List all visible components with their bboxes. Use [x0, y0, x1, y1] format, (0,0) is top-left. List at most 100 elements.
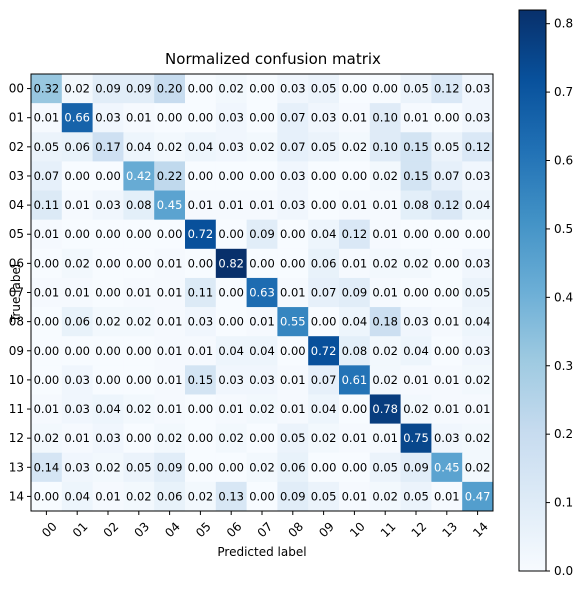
x-axis-ticks: 00 01 02 03 04 05 06 07 08 09 10 11 12 13 14 [39, 511, 491, 540]
cell-value-label: 0.09 [249, 227, 275, 241]
colorbar-tick-label: 0.3 [554, 359, 573, 373]
y-tick-label: 01 [9, 111, 24, 125]
cell-value-label: 0.01 [157, 286, 183, 300]
y-tick-label: 02 [9, 140, 24, 154]
cell-value-label: 0.00 [126, 227, 152, 241]
cell-value-label: 0.55 [280, 315, 306, 329]
cell-value-label: 0.07 [280, 140, 306, 154]
cell-value-label: 0.00 [342, 460, 368, 474]
cell-value-label: 0.00 [434, 111, 460, 125]
cell-value-label: 0.01 [157, 256, 183, 270]
cell-value-label: 0.09 [342, 286, 368, 300]
x-tick-label: 08 [285, 519, 306, 540]
cell-value-label: 0.00 [95, 286, 121, 300]
cell-value-label: 0.03 [465, 344, 491, 358]
cell-value-label: 0.01 [403, 373, 429, 387]
cell-value-label: 0.02 [34, 431, 60, 445]
cell-value-label: 0.06 [64, 140, 90, 154]
cell-value-label: 0.02 [342, 140, 368, 154]
cell-value-label: 0.01 [218, 402, 244, 416]
cell-value-label: 0.02 [157, 431, 183, 445]
cell-value-label: 0.00 [218, 460, 244, 474]
x-tick-label: 13 [439, 519, 460, 540]
cell-value-label: 0.00 [311, 315, 337, 329]
cell-value-label: 0.01 [157, 402, 183, 416]
cell-value-label: 0.47 [465, 489, 491, 503]
cell-value-label: 0.01 [342, 198, 368, 212]
cell-value-label: 0.01 [342, 489, 368, 503]
cell-value-label: 0.02 [64, 256, 90, 270]
cell-value-label: 0.06 [311, 256, 337, 270]
cell-value-label: 0.02 [372, 373, 398, 387]
cell-value-label: 0.02 [188, 489, 214, 503]
cell-value-label: 0.01 [157, 315, 183, 329]
cell-value-label: 0.03 [280, 169, 306, 183]
cell-value-label: 0.04 [465, 315, 491, 329]
cell-value-label: 0.02 [218, 82, 244, 96]
cell-value-label: 0.12 [434, 82, 460, 96]
y-tick-label: 13 [9, 460, 24, 474]
cell-value-label: 0.02 [403, 402, 429, 416]
cell-value-label: 0.00 [280, 227, 306, 241]
x-tick-label: 00 [39, 519, 60, 540]
cell-value-label: 0.05 [311, 82, 337, 96]
x-tick-label: 07 [255, 519, 276, 540]
cell-value-label: 0.01 [34, 227, 60, 241]
cell-value-label: 0.20 [157, 82, 183, 96]
cell-value-label: 0.01 [342, 431, 368, 445]
cell-value-label: 0.01 [434, 373, 460, 387]
x-axis-label: Predicted label [217, 545, 306, 559]
colorbar-tick-label: 0.0 [554, 564, 573, 578]
y-tick-label: 03 [9, 169, 24, 183]
chart-title: Normalized confusion matrix [165, 50, 381, 68]
cell-value-label: 0.10 [372, 111, 398, 125]
cell-value-label: 0.00 [249, 256, 275, 270]
cell-value-label: 0.05 [280, 431, 306, 445]
cell-value-label: 0.00 [280, 256, 306, 270]
cell-value-label: 0.00 [249, 111, 275, 125]
cell-value-label: 0.00 [126, 373, 152, 387]
colorbar-ticks: 0.00.10.20.30.40.50.60.70.8 [546, 17, 573, 578]
cell-value-label: 0.14 [34, 460, 60, 474]
cell-value-label: 0.00 [403, 286, 429, 300]
colorbar-tick-label: 0.5 [554, 222, 573, 236]
cell-value-label: 0.03 [280, 82, 306, 96]
colorbar-tick-label: 0.2 [554, 427, 573, 441]
cell-value-label: 0.03 [64, 402, 90, 416]
cell-value-label: 0.02 [465, 373, 491, 387]
cell-value-label: 0.01 [342, 111, 368, 125]
cell-value-label: 0.02 [95, 315, 121, 329]
cell-value-label: 0.01 [64, 286, 90, 300]
cell-value-label: 0.10 [372, 140, 398, 154]
cell-value-label: 0.03 [465, 82, 491, 96]
colorbar-tick-label: 0.8 [554, 17, 573, 31]
cell-value-label: 0.01 [434, 402, 460, 416]
cell-value-label: 0.00 [434, 286, 460, 300]
cell-value-label: 0.00 [218, 227, 244, 241]
cell-value-label: 0.00 [95, 344, 121, 358]
cell-value-label: 0.09 [126, 82, 152, 96]
cell-value-label: 0.03 [465, 169, 491, 183]
x-tick-label: 12 [409, 519, 430, 540]
cell-value-label: 0.66 [64, 111, 90, 125]
cell-value-label: 0.12 [434, 198, 460, 212]
cell-value-label: 0.02 [126, 489, 152, 503]
cell-value-label: 0.05 [403, 489, 429, 503]
cell-value-label: 0.00 [218, 315, 244, 329]
cell-value-label: 0.00 [218, 169, 244, 183]
cell-value-label: 0.01 [64, 198, 90, 212]
cell-value-label: 0.00 [126, 344, 152, 358]
cell-value-label: 0.03 [403, 315, 429, 329]
cell-value-label: 0.01 [64, 431, 90, 445]
y-tick-label: 14 [9, 489, 24, 503]
cell-value-label: 0.00 [372, 82, 398, 96]
colorbar-tick-label: 0.7 [554, 85, 573, 99]
cell-value-label: 0.72 [311, 344, 337, 358]
x-tick-label: 06 [224, 519, 245, 540]
cell-value-label: 0.01 [34, 111, 60, 125]
cell-value-label: 0.01 [249, 315, 275, 329]
cell-value-label: 0.01 [403, 111, 429, 125]
cell-value-label: 0.04 [95, 402, 121, 416]
cell-value-label: 0.01 [95, 489, 121, 503]
cell-value-label: 0.02 [126, 402, 152, 416]
